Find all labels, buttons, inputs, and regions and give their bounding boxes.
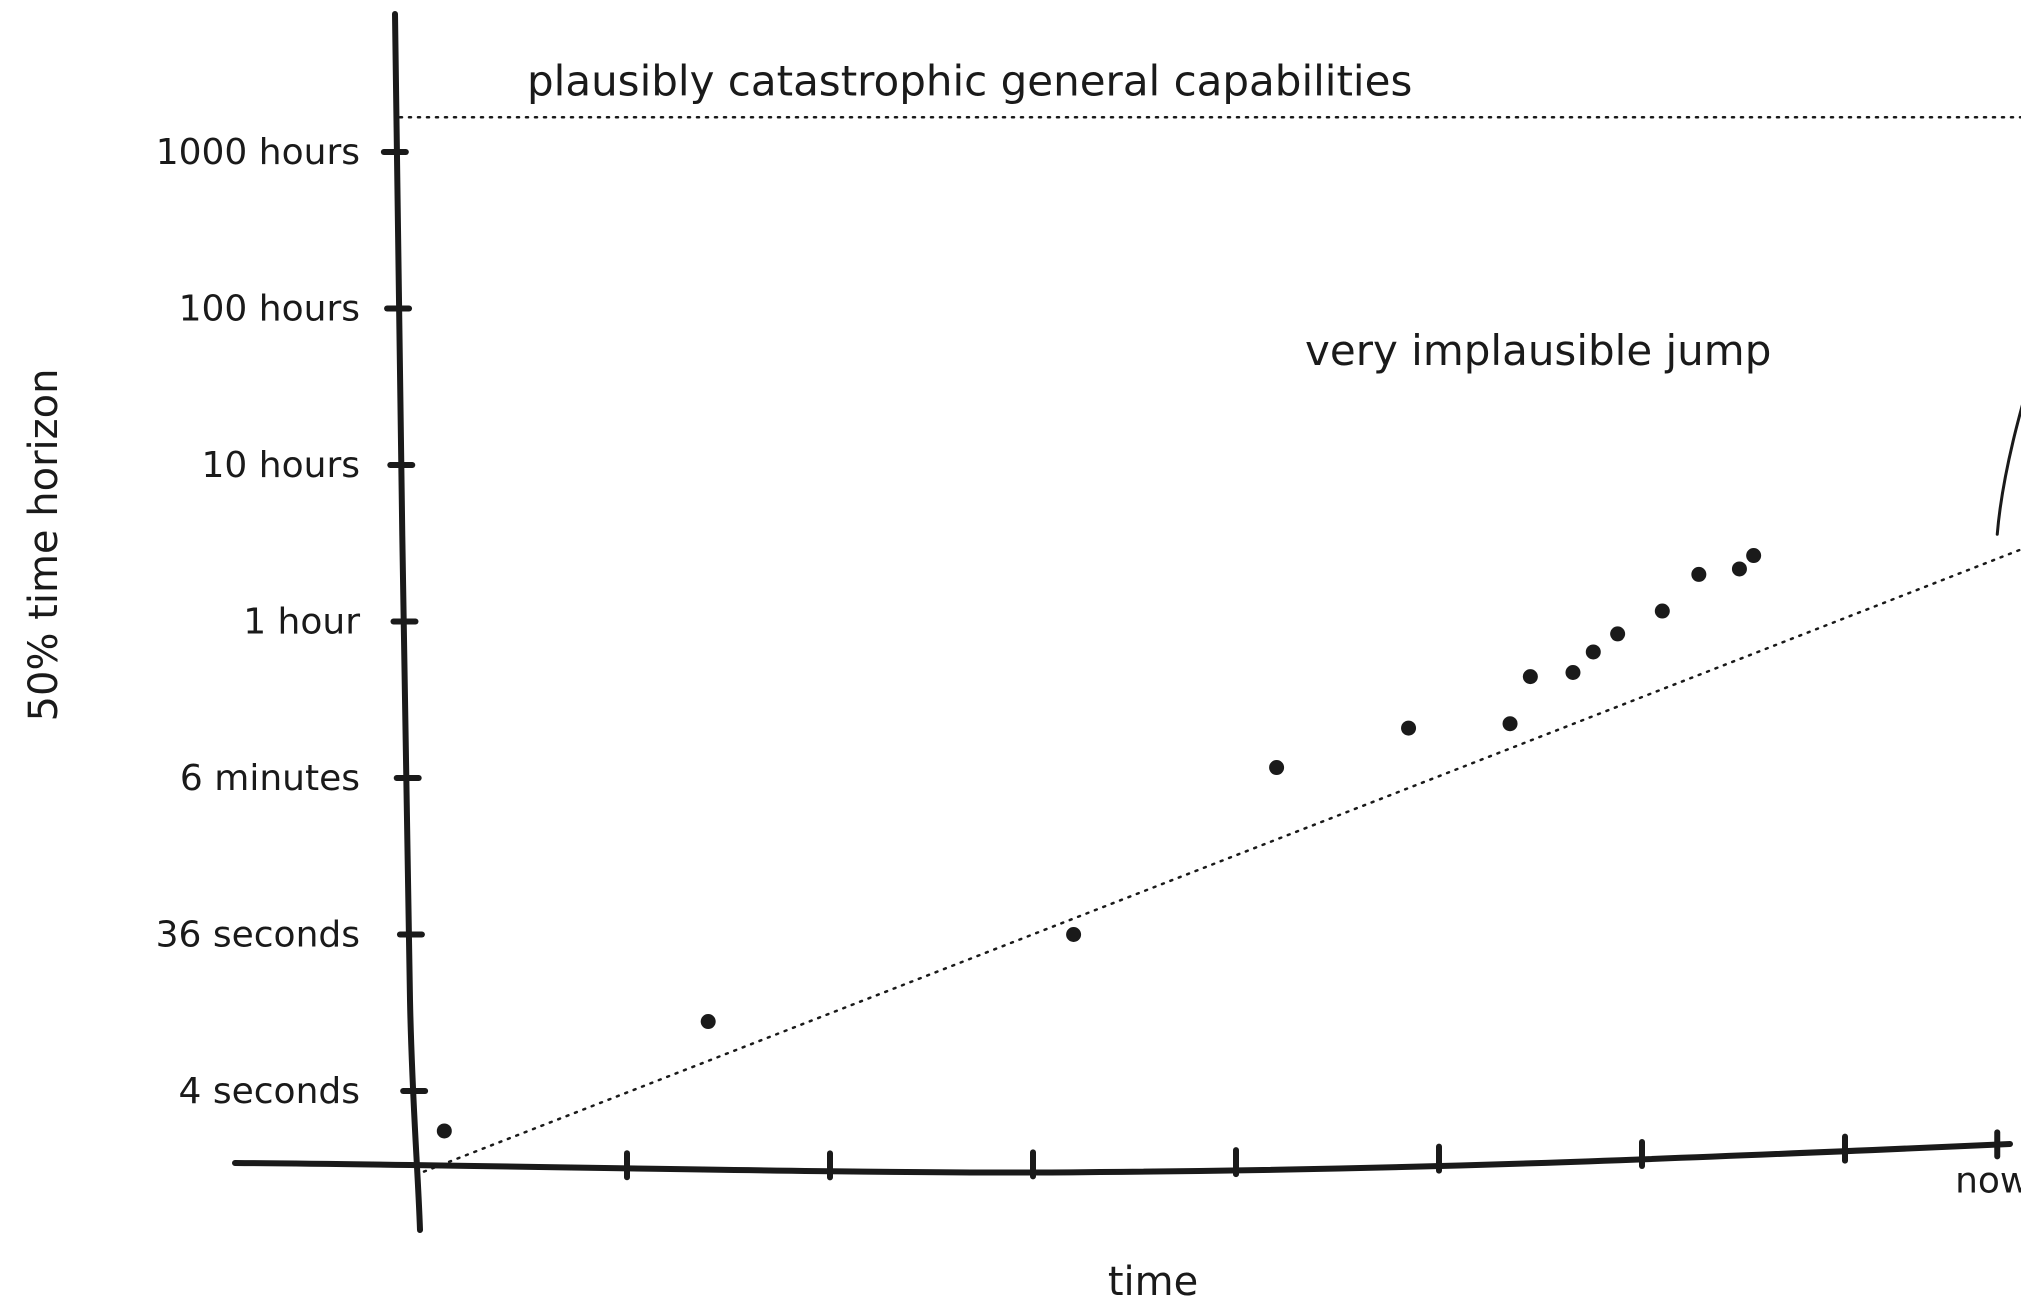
- y-axis-title: 50% time horizon: [21, 369, 67, 722]
- data-point: [1691, 566, 1707, 582]
- y-tick-label: 1 hour: [243, 602, 360, 643]
- data-point: [1269, 760, 1285, 776]
- y-axis-line: [392, 11, 423, 1233]
- data-points: [436, 548, 1762, 1139]
- data-point: [1401, 720, 1417, 736]
- y-tick-label: 36 seconds: [156, 915, 360, 956]
- data-point: [436, 1123, 452, 1139]
- y-tick-label: 4 seconds: [179, 1071, 361, 1112]
- x-tick-label: now: [1955, 1160, 2021, 1201]
- data-point: [1565, 664, 1581, 680]
- data-point: [1746, 548, 1762, 564]
- data-point: [1731, 561, 1747, 577]
- y-tick-label: 1000 hours: [156, 132, 360, 173]
- x-axis-ticks: now: [624, 1129, 2021, 1201]
- x-axis-line: [232, 1141, 2013, 1176]
- jump-label: very implausible jump: [1305, 326, 1771, 375]
- threshold-label: plausibly catastrophic general capabilit…: [527, 56, 1412, 105]
- data-point: [1585, 644, 1601, 660]
- y-tick-label: 6 minutes: [180, 758, 360, 799]
- data-point: [1522, 669, 1538, 685]
- data-point: [700, 1014, 716, 1030]
- y-tick-label: 10 hours: [202, 445, 360, 486]
- trend-line: [422, 548, 2021, 1173]
- data-point: [1610, 626, 1626, 642]
- y-tick-label: 100 hours: [179, 289, 360, 330]
- data-point: [1066, 927, 1082, 942]
- jump-arrow: [1995, 404, 2021, 536]
- y-axis-ticks: 4 seconds 36 seconds 6 minutes 1 hour 10 hou…: [156, 132, 429, 1112]
- x-axis-title: time: [1108, 1259, 1198, 1305]
- data-point: [1502, 716, 1518, 732]
- data-point: [1654, 603, 1670, 619]
